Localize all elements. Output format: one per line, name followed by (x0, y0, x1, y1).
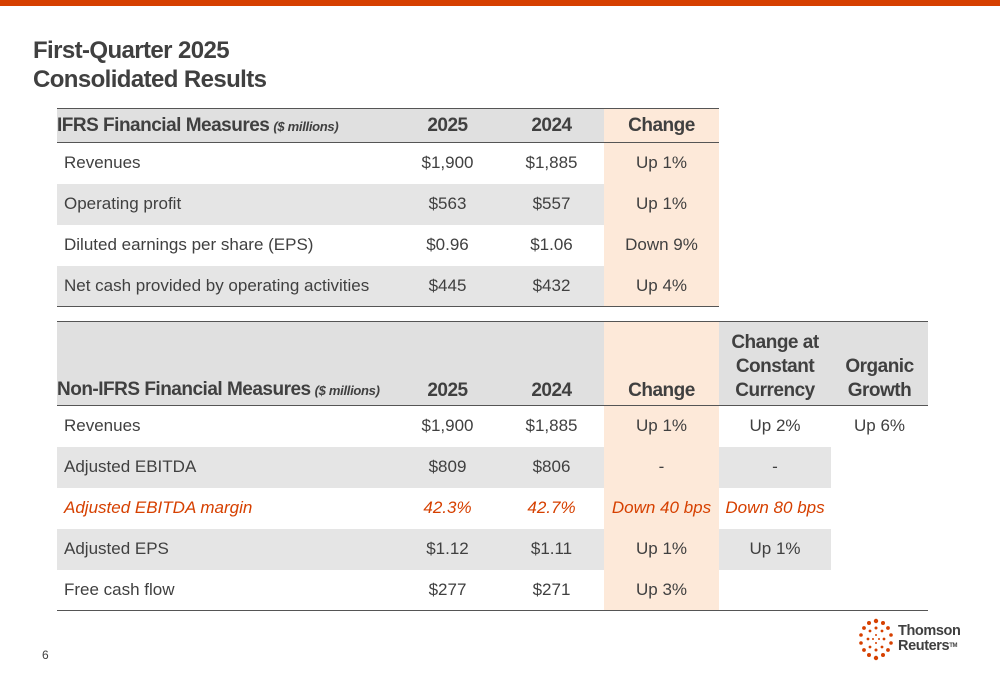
row-label: Diluted earnings per share (EPS) (64, 235, 314, 254)
row-label: Net cash provided by operating activitie… (57, 265, 396, 307)
cell-2024: 42.7% (527, 498, 576, 517)
cell-2024: $432 (499, 265, 604, 307)
cell-2024: $1,885 (525, 416, 578, 436)
thomson-reuters-logo: Thomson ReutersTM (856, 618, 966, 662)
row-label: Revenues (64, 153, 141, 173)
table-row: Revenues $1,900 $1,885 Up 1% (57, 142, 719, 184)
col-cc-line-2: Constant (735, 356, 815, 377)
cell-change: Up 1% (604, 142, 719, 184)
cell-2025: $809 (396, 446, 499, 488)
cell-2024: $1.06 (530, 235, 573, 254)
cell-change: Down 9% (604, 224, 719, 266)
col-cc-line-3: Currency (735, 380, 815, 401)
cell-2025: $1,900 (421, 416, 474, 436)
col-change: Change (604, 321, 719, 406)
cell-organic-growth (831, 446, 928, 488)
cell-2025: $0.96 (426, 235, 469, 254)
ifrs-unit: ($ millions) (273, 118, 339, 134)
col-constant-currency: Change at Constant Currency (719, 321, 831, 406)
ifrs-measures-table: IFRS Financial Measures ($ millions) 2025… (57, 108, 719, 307)
non-ifrs-heading: Non-IFRS Financial Measures ($ millions) (57, 321, 396, 406)
cell-2025: $445 (396, 265, 499, 307)
cell-organic-growth (831, 569, 928, 611)
cell-2025: 42.3% (423, 498, 472, 517)
non-ifrs-unit: ($ millions) (314, 383, 380, 398)
cell-organic-growth: Up 6% (853, 416, 906, 436)
non-ifrs-measures-table: Non-IFRS Financial Measures ($ millions) … (57, 321, 928, 611)
cell-2024: $1.11 (499, 528, 604, 570)
cell-organic-growth (831, 528, 928, 570)
cell-constant-currency: Up 1% (719, 528, 831, 570)
row-label: Adjusted EBITDA (57, 446, 396, 488)
table-header-row: IFRS Financial Measures ($ millions) 2025… (57, 108, 719, 143)
logo-line-2: ReutersTM (898, 639, 960, 654)
col-organic-growth: Organic Growth (831, 321, 928, 406)
table-row: Adjusted EBITDA margin 42.3% 42.7% Down … (57, 487, 928, 529)
cell-change: - (604, 446, 719, 488)
col-cc-line-1: Change at (731, 332, 819, 353)
cell-constant-currency: Down 80 bps (725, 498, 825, 517)
col-2024: 2024 (499, 108, 604, 143)
thomson-reuters-dot-logo-icon (859, 618, 893, 661)
table-row: Adjusted EPS $1.12 $1.11 Up 1% Up 1% (57, 528, 928, 570)
ifrs-heading: IFRS Financial Measures ($ millions) (57, 108, 396, 143)
table-header-row: Non-IFRS Financial Measures ($ millions) … (57, 321, 928, 406)
cell-2024: $806 (499, 446, 604, 488)
table-row: Adjusted EBITDA $809 $806 - - (57, 446, 928, 488)
table-row: Diluted earnings per share (EPS) $0.96 $… (57, 224, 719, 266)
top-accent-bar (0, 0, 1000, 6)
cell-2025: $563 (396, 183, 499, 225)
cell-change: Up 4% (604, 265, 719, 307)
cell-constant-currency (719, 569, 831, 611)
col-organic-line-2: Growth (847, 380, 912, 401)
non-ifrs-heading-text: Non-IFRS Financial Measures (57, 379, 311, 400)
cell-2025: $1.12 (396, 528, 499, 570)
page-number: 6 (42, 648, 49, 662)
logo-line-2-text: Reuters (898, 638, 950, 654)
table-row: Revenues $1,900 $1,885 Up 1% Up 2% Up 6% (57, 405, 928, 447)
cell-change: Up 3% (604, 569, 719, 611)
cell-2025: $277 (396, 569, 499, 611)
row-label: Adjusted EBITDA margin (64, 498, 253, 517)
logo-wordmark: Thomson ReutersTM (898, 623, 961, 654)
trademark-mark: TM (949, 643, 958, 649)
col-organic-line-1: Organic (845, 356, 914, 377)
row-label: Operating profit (57, 183, 396, 225)
cell-2024: $557 (499, 183, 604, 225)
cell-change: Up 1% (604, 405, 719, 447)
row-label: Free cash flow (57, 569, 396, 611)
table-row: Net cash provided by operating activitie… (57, 265, 719, 307)
slide-title-line-2: Consolidated Results (33, 66, 267, 93)
col-change: Change (604, 108, 719, 143)
row-label: Adjusted EPS (57, 528, 396, 570)
cell-constant-currency: Up 2% (749, 416, 801, 436)
cell-constant-currency: - (719, 446, 831, 488)
cell-change: Up 1% (604, 528, 719, 570)
slide-title-line-1: First-Quarter 2025 (33, 37, 230, 64)
table-row: Operating profit $563 $557 Up 1% (57, 183, 719, 225)
cell-change: Up 1% (604, 183, 719, 225)
cell-organic-growth (831, 487, 928, 529)
row-label: Revenues (64, 416, 141, 436)
cell-2025: $1,900 (421, 153, 474, 173)
cell-2024: $1,885 (525, 153, 578, 173)
slide-title: First-Quarter 2025 Consolidated Results (33, 36, 267, 94)
col-2025: 2025 (396, 108, 499, 143)
col-2025: 2025 (396, 321, 499, 406)
logo-line-1: Thomson (898, 623, 961, 639)
cell-change: Down 40 bps (604, 487, 719, 529)
cell-2024: $271 (499, 569, 604, 611)
col-2024: 2024 (499, 321, 604, 406)
table-row: Free cash flow $277 $271 Up 3% (57, 569, 928, 611)
ifrs-heading-text: IFRS Financial Measures (57, 114, 270, 136)
